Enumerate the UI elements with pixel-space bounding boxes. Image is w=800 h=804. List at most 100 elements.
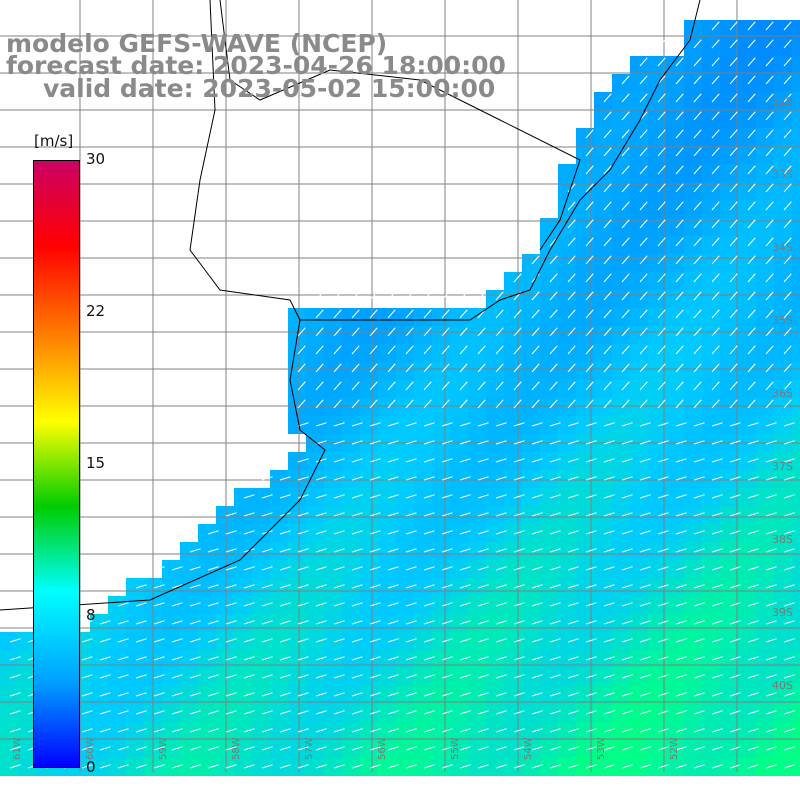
wind-arrow <box>153 620 165 625</box>
ocean-cell <box>270 632 288 650</box>
ocean-cell <box>378 758 396 776</box>
ocean-cell <box>486 560 504 578</box>
wind-arrow <box>693 548 705 553</box>
ocean-cell <box>576 758 594 776</box>
ocean-cell <box>270 560 288 578</box>
ocean-cell <box>522 308 540 326</box>
ocean-cell <box>738 668 756 686</box>
wind-arrow <box>405 602 417 607</box>
wind-arrow <box>693 422 705 427</box>
wind-arrow <box>567 710 579 715</box>
wind-arrow <box>783 422 795 427</box>
ocean-cell <box>486 290 504 308</box>
ocean-cell <box>630 380 648 398</box>
wind-arrow <box>207 638 219 643</box>
ocean-cell <box>666 380 684 398</box>
wind-arrow <box>189 710 201 715</box>
wind-arrow <box>351 656 363 661</box>
ocean-cell <box>774 686 792 704</box>
wind-arrow <box>315 494 327 499</box>
wind-arrow <box>765 147 774 157</box>
wind-arrow <box>243 530 255 535</box>
wind-arrow <box>729 345 738 355</box>
wind-arrow <box>711 237 720 247</box>
wind-arrow <box>729 93 738 103</box>
wind-arrow <box>747 183 756 193</box>
ocean-cell <box>450 452 468 470</box>
ocean-cell <box>396 506 414 524</box>
latitude-label: 38S <box>772 533 793 546</box>
ocean-cell <box>558 470 576 488</box>
ocean-cell <box>504 452 522 470</box>
ocean-cell <box>702 164 720 182</box>
ocean-cell <box>180 632 198 650</box>
wind-arrow <box>189 728 201 733</box>
colorbar-tick-label: 0 <box>86 758 96 776</box>
ocean-cell <box>738 686 756 704</box>
ocean-cell <box>216 524 234 542</box>
wind-arrow <box>495 291 504 301</box>
ocean-cell <box>738 326 756 344</box>
ocean-cell <box>450 524 468 542</box>
ocean-cell <box>738 146 756 164</box>
ocean-cell <box>522 578 540 596</box>
wind-arrow <box>567 548 579 553</box>
wind-arrow <box>531 620 543 625</box>
wind-arrow <box>513 512 525 517</box>
ocean-cell <box>558 254 576 272</box>
ocean-cell <box>540 254 558 272</box>
wind-arrow <box>657 638 669 643</box>
wind-arrow <box>459 764 471 769</box>
ocean-cell <box>468 524 486 542</box>
ocean-cell <box>234 632 252 650</box>
ocean-cell <box>738 74 756 92</box>
wind-arrow <box>657 381 666 391</box>
ocean-cell <box>648 74 666 92</box>
ocean-cell <box>558 578 576 596</box>
wind-arrow <box>477 674 489 679</box>
wind-arrow <box>567 273 576 283</box>
longitude-label: 59W <box>158 737 169 760</box>
wind-arrow <box>243 584 255 589</box>
wind-arrow <box>783 75 792 85</box>
ocean-cell <box>558 182 576 200</box>
ocean-cell <box>540 668 558 686</box>
ocean-cell <box>666 578 684 596</box>
ocean-cell <box>774 704 792 722</box>
ocean-cell <box>432 722 450 740</box>
wind-arrow <box>441 692 453 697</box>
wind-arrow <box>711 201 720 211</box>
wind-arrow <box>765 129 774 139</box>
ocean-cell <box>702 272 720 290</box>
ocean-cell <box>360 614 378 632</box>
ocean-cell <box>702 200 720 218</box>
wind-arrow <box>621 692 633 697</box>
wind-arrow <box>711 638 723 643</box>
ocean-cell <box>198 542 216 560</box>
wind-arrow <box>765 273 774 283</box>
ocean-cell <box>486 668 504 686</box>
wind-arrow <box>693 237 702 247</box>
wind-arrow <box>207 548 219 553</box>
wind-arrow <box>711 692 723 697</box>
wind-arrow <box>297 584 309 589</box>
ocean-cell <box>252 650 270 668</box>
wind-arrow <box>423 656 435 661</box>
ocean-cell <box>792 542 800 560</box>
ocean-cell <box>720 182 738 200</box>
ocean-cell <box>324 722 342 740</box>
wind-arrow <box>567 237 576 247</box>
wind-arrow <box>459 746 471 751</box>
wind-arrow <box>711 746 723 751</box>
wind-arrow <box>585 422 597 427</box>
ocean-cell <box>432 686 450 704</box>
wind-arrow <box>675 692 687 697</box>
wind-arrow <box>657 399 666 409</box>
ocean-cell <box>342 596 360 614</box>
ocean-cell <box>612 164 630 182</box>
wind-arrow <box>459 530 471 535</box>
ocean-cell <box>432 596 450 614</box>
wind-arrow <box>297 458 309 463</box>
ocean-cell <box>576 668 594 686</box>
ocean-cell <box>0 722 18 740</box>
